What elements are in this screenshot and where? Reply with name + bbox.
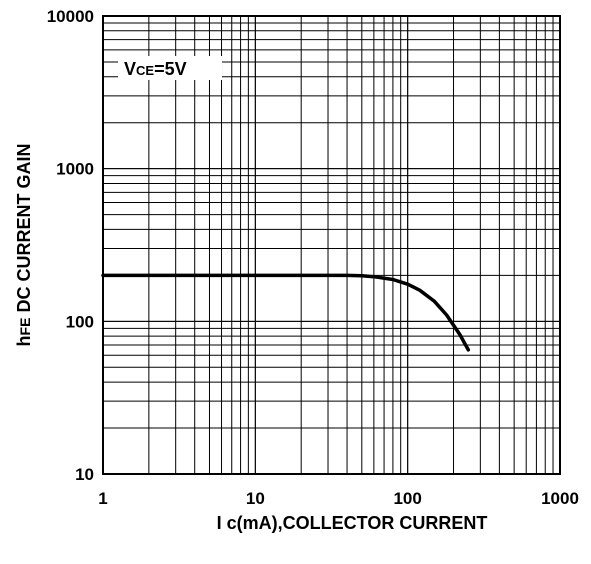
y-tick-label: 100: [66, 312, 94, 331]
annotation-vce: VCE=5V: [124, 59, 187, 79]
annotation-background: [118, 56, 222, 80]
y-axis-title-sub: FE: [17, 318, 33, 336]
x-tick-label: 1: [98, 489, 107, 508]
annotation-rest: =5V: [154, 59, 187, 79]
x-tick-label: 100: [393, 489, 421, 508]
y-axis-title: hFE DC CURRENT GAIN: [14, 144, 34, 347]
series-line: [101, 273, 471, 352]
y-tick-labels: 10 100 1000 10000: [47, 7, 94, 484]
x-axis-title: I c(mA),COLLECTOR CURRENT: [217, 513, 488, 533]
annotation-main: V: [124, 59, 136, 79]
y-axis-title-prefix: h: [14, 335, 34, 346]
y-tick-label: 1000: [56, 160, 94, 179]
x-tick-label: 1000: [541, 489, 579, 508]
y-axis-title-rest: DC CURRENT GAIN: [14, 144, 34, 318]
x-tick-labels: 1 10 100 1000: [98, 489, 579, 508]
x-tick-label: 10: [246, 489, 265, 508]
plot-grid: [102, 15, 561, 475]
y-tick-label: 10: [75, 465, 94, 484]
plot-frame: [102, 15, 561, 475]
y-tick-label: 10000: [47, 7, 94, 26]
annotation-sub: CE: [136, 63, 154, 78]
